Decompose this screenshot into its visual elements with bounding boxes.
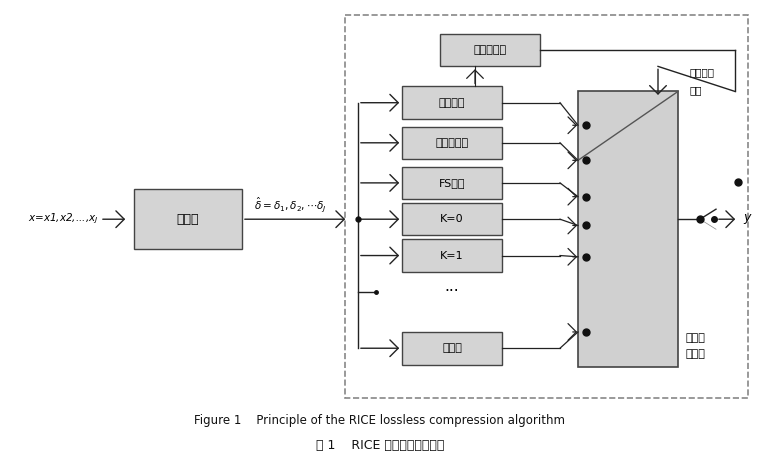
Bar [402,127,502,159]
Bar [402,239,502,272]
Text: 编码选择器: 编码选择器 [473,45,507,55]
Text: $y$: $y$ [743,212,753,226]
Bar [134,189,242,249]
Text: ···: ··· [445,284,459,299]
Bar [402,87,502,119]
Text: 选项: 选项 [690,85,702,95]
Text: 已选编码: 已选编码 [690,68,715,78]
Text: 缩编码: 缩编码 [686,349,706,359]
Text: 自适应: 自适应 [686,333,706,343]
Text: Figure 1    Principle of the RICE lossless compression algorithm: Figure 1 Principle of the RICE lossless … [195,415,565,427]
Text: FS编码: FS编码 [439,178,465,188]
Text: 零块编码: 零块编码 [439,98,465,108]
Text: K=0: K=0 [440,214,464,224]
Text: $x$=x1,$x$2,...,$x_J$: $x$=x1,$x$2,...,$x_J$ [28,212,99,227]
Bar [402,332,502,365]
Text: 预处理: 预处理 [177,213,199,226]
Text: 图 1    RICE 无损压缩算法原理: 图 1 RICE 无损压缩算法原理 [316,439,444,452]
Text: 无压缩: 无压缩 [442,343,462,353]
Bar [402,167,502,199]
Bar [440,34,540,66]
Bar [578,91,678,367]
Bar [402,203,502,236]
Bar [345,15,748,398]
Text: $\hat{\delta}=\delta_1,\delta_2,\cdots\delta_J$: $\hat{\delta}=\delta_1,\delta_2,\cdots\d… [254,195,327,214]
Text: K=1: K=1 [440,250,464,260]
Text: 二分法编码: 二分法编码 [435,138,469,148]
